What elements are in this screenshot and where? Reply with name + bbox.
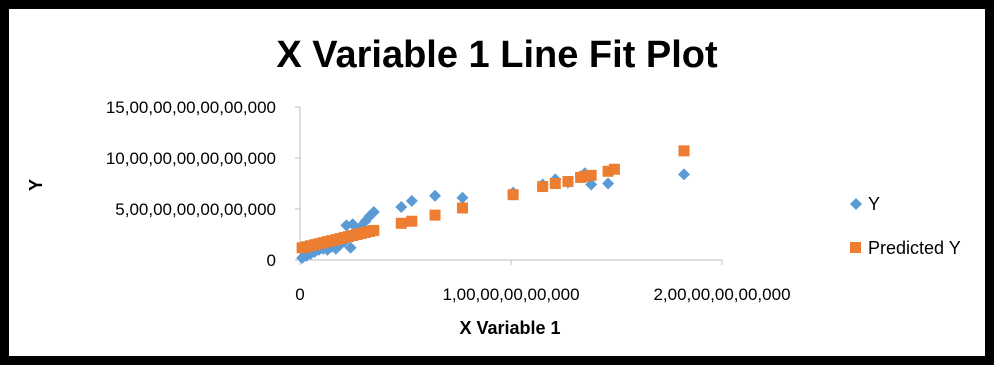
predicted-y-point xyxy=(602,165,614,177)
legend: Y Predicted Y xyxy=(850,194,961,258)
y-point xyxy=(395,200,408,213)
predicted-y-point xyxy=(368,224,380,236)
predicted-y-point xyxy=(678,145,690,157)
y-point xyxy=(429,189,442,202)
x-tick-label: 2,00,00,00,00,000 xyxy=(653,285,790,304)
x-tick-group: 0 1,00,00,00,00,000 2,00,00,00,00,000 xyxy=(295,260,791,304)
legend-y-marker xyxy=(850,198,862,210)
y-axis-label: Y xyxy=(26,179,46,191)
x-tick-label: 0 xyxy=(295,285,304,304)
y-tick-label: 0 xyxy=(267,251,276,270)
y-point xyxy=(344,241,357,254)
legend-predicted-y-label: Predicted Y xyxy=(868,238,961,258)
y-point xyxy=(405,194,418,207)
x-axis-label: X Variable 1 xyxy=(459,318,560,338)
legend-predicted-y-marker xyxy=(850,242,861,253)
predicted-y-point xyxy=(537,181,549,193)
predicted-y-point xyxy=(585,169,597,181)
y-tick-label: 5,00,00,00,00,00,000 xyxy=(115,200,276,219)
plot-area xyxy=(296,145,691,264)
predicted-y-point xyxy=(579,170,591,182)
predicted-y-point xyxy=(507,189,519,201)
predicted-y-point xyxy=(562,175,574,187)
y-tick-label: 10,00,00,00,00,00,000 xyxy=(106,149,276,168)
y-point xyxy=(602,177,615,190)
predicted-y-point xyxy=(456,202,468,214)
y-point xyxy=(678,168,691,181)
predicted-y-point xyxy=(429,209,441,221)
y-point xyxy=(456,191,469,204)
legend-y-label: Y xyxy=(868,194,880,214)
y-tick-group: 0 5,00,00,00,00,00,000 10,00,00,00,00,00,0… xyxy=(106,98,300,270)
y-tick-label: 15,00,00,00,00,00,000 xyxy=(106,98,276,117)
predicted-y-point xyxy=(395,217,407,229)
y-point xyxy=(367,206,380,219)
predicted-y-point xyxy=(406,215,418,227)
predicted-y-point xyxy=(549,178,561,189)
chart-title: X Variable 1 Line Fit Plot xyxy=(276,34,718,76)
predicted-y-point xyxy=(608,163,620,175)
x-tick-label: 1,00,00,00,00,000 xyxy=(442,285,579,304)
